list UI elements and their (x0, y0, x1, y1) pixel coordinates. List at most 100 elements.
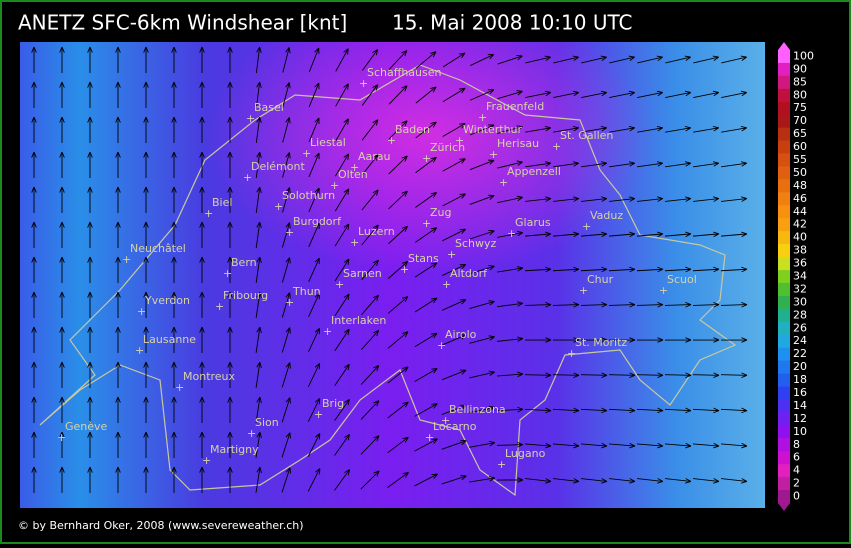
wind-arrow (59, 46, 65, 73)
wind-arrow (255, 81, 262, 108)
wind-arrow (664, 302, 692, 308)
wind-arrow (31, 81, 37, 108)
wind-arrow (334, 469, 351, 491)
colorbar-label: 22 (793, 347, 807, 360)
wind-arrow (525, 55, 551, 64)
place-marker: + (204, 207, 213, 220)
place-label: Delémont (251, 160, 305, 173)
wind-arrow (636, 407, 664, 414)
wind-arrow (469, 370, 495, 379)
wind-arrow (552, 372, 580, 378)
wind-arrow (441, 334, 467, 346)
colorbar-swatch (778, 205, 790, 219)
wind-arrow (497, 336, 524, 342)
wind-arrow (692, 407, 720, 414)
colorbar-swatch (778, 451, 790, 465)
wind-arrow (199, 431, 205, 458)
wind-arrow (721, 196, 748, 202)
wind-arrow (524, 372, 552, 378)
wind-arrow (692, 372, 720, 378)
wind-arrow (171, 221, 177, 248)
place-label: Neuchâtel (130, 242, 186, 255)
wind-arrow (693, 55, 719, 64)
colorbar-label: 55 (793, 153, 807, 166)
wind-arrow (609, 231, 636, 238)
wind-arrow (334, 328, 350, 352)
wind-arrow (59, 221, 65, 248)
wind-arrow (552, 407, 580, 414)
place-marker: + (567, 347, 576, 360)
wind-arrow (525, 125, 552, 133)
wind-arrow (441, 404, 467, 415)
wind-arrow (87, 431, 93, 458)
place-marker: + (400, 263, 409, 276)
place-label: Zug (430, 206, 452, 219)
wind-arrow (693, 442, 720, 449)
wind-arrow (59, 81, 65, 108)
wind-arrow (361, 154, 379, 176)
colorbar-swatch (778, 412, 790, 426)
wind-arrow (608, 372, 636, 378)
wind-arrow (580, 407, 608, 414)
wind-arrow (334, 293, 350, 317)
wind-arrow (608, 337, 636, 343)
wind-arrow (693, 196, 720, 202)
wind-arrow (255, 361, 262, 388)
place-marker: + (478, 111, 487, 124)
colorbar-label: 18 (793, 373, 807, 386)
wind-arrow (636, 337, 664, 343)
wind-arrow (361, 294, 379, 316)
place-label: Airolo (445, 328, 477, 341)
colorbar-swatch (778, 321, 790, 336)
place-marker: + (302, 147, 311, 160)
wind-arrow (469, 300, 495, 309)
colorbar-swatch (778, 179, 790, 193)
place-label: Lugano (505, 447, 546, 460)
wind-arrow (581, 478, 608, 484)
colorbar-swatch (778, 153, 790, 167)
place-marker: + (489, 148, 498, 161)
wind-arrow (31, 116, 37, 143)
wind-arrow (387, 260, 409, 279)
place-label: Appenzell (507, 165, 561, 178)
wind-arrow (171, 466, 177, 493)
colorbar-label: 26 (793, 321, 807, 334)
colorbar-label: 46 (793, 192, 807, 205)
place-label: Biel (212, 196, 232, 209)
wind-arrow (282, 82, 291, 108)
wind-arrow (497, 55, 523, 65)
wind-arrow (414, 332, 438, 348)
wind-arrow (497, 266, 524, 273)
place-label: Brig (322, 397, 344, 410)
place-marker: + (57, 431, 66, 444)
place-label: Fribourg (223, 289, 268, 302)
colorbar-label: 12 (793, 412, 807, 425)
colorbar-swatch (778, 218, 790, 232)
wind-arrow (665, 231, 692, 238)
wind-arrow (388, 85, 408, 105)
colorbar-swatch (778, 386, 790, 400)
place-label: Winterthur (463, 123, 523, 136)
wind-arrow (227, 151, 233, 178)
colorbar-label: 6 (793, 451, 800, 464)
wind-arrow (281, 432, 291, 458)
wind-arrow (281, 397, 291, 423)
wind-arrow (470, 53, 495, 66)
wind-arrow (31, 431, 37, 458)
wind-arrow (255, 396, 262, 423)
wind-arrow (637, 90, 663, 98)
wind-arrow (143, 46, 149, 73)
wind-arrow (308, 222, 320, 248)
wind-arrow (199, 291, 205, 318)
wind-arrow (31, 151, 37, 178)
place-marker: + (122, 253, 131, 266)
wind-arrow (388, 120, 408, 140)
place-marker: + (659, 284, 668, 297)
wind-arrow (636, 372, 664, 378)
wind-arrow (609, 478, 636, 484)
place-marker: + (507, 227, 516, 240)
wind-arrow (665, 125, 692, 133)
wind-arrow (227, 46, 233, 73)
wind-arrow (388, 190, 408, 210)
wind-arrow (171, 396, 177, 423)
